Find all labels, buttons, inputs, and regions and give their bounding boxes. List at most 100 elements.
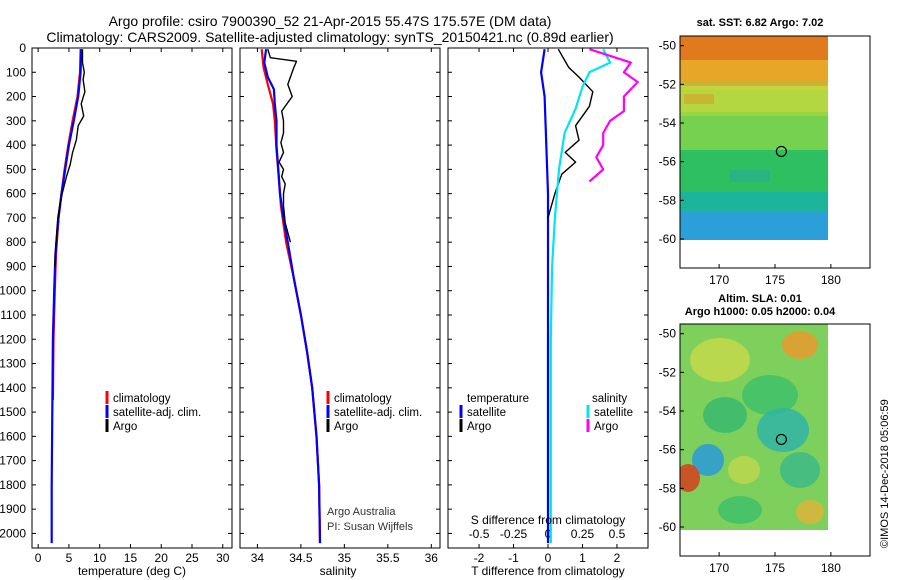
series-line-t-satellite bbox=[539, 49, 550, 544]
map-lat-label: -54 bbox=[659, 404, 677, 418]
sla-blob bbox=[703, 397, 747, 433]
map-lat-label: -56 bbox=[659, 443, 677, 457]
sla-blob bbox=[728, 456, 760, 484]
depth-tick-label: 900 bbox=[6, 259, 26, 273]
difference-legend: temperature satellite Argo salinity sate… bbox=[459, 393, 633, 433]
map-lon-label: 175 bbox=[765, 273, 785, 287]
series-line-argo bbox=[267, 48, 298, 243]
x-tick-label: 30 bbox=[216, 551, 230, 565]
salinity-difference-axis: -0.5 -0.25 0 0.25 0.5 bbox=[469, 527, 626, 541]
x-tick-label: 35.5 bbox=[376, 551, 400, 565]
depth-tick-label: 1600 bbox=[0, 429, 26, 443]
timestamp-label: ©IMOS 14-Dec-2018 05:06:59 bbox=[879, 399, 891, 548]
map-lon-label: 170 bbox=[709, 273, 729, 287]
credit-argo-australia: Argo Australia bbox=[327, 506, 396, 518]
sla-blob bbox=[718, 496, 762, 524]
depth-axis: 0 100 200 300 400 500 600 700 800 900 1000 1100 1200… bbox=[0, 41, 648, 540]
sla-blob bbox=[690, 338, 750, 382]
depth-tick-label: 1900 bbox=[0, 502, 26, 516]
sla-map-title-2: Argo h1000: 0.05 h2000: 0.04 bbox=[685, 306, 836, 318]
depth-tick-label: 800 bbox=[6, 235, 26, 249]
x-tick-label: 34.5 bbox=[289, 551, 313, 565]
x-tick-label: -1 bbox=[508, 551, 519, 565]
legend-label-s-argo: Argo bbox=[594, 421, 618, 433]
depth-tick-label: 1300 bbox=[0, 357, 26, 371]
x-tick-label: 10 bbox=[93, 551, 107, 565]
legend-label-t-satellite: satellite bbox=[467, 407, 506, 419]
map-lat-label: -52 bbox=[659, 365, 677, 379]
t-difference-xlabel: T difference from climatology bbox=[471, 564, 625, 578]
temperature-panel bbox=[31, 47, 233, 549]
x-tick-label: 36 bbox=[425, 551, 439, 565]
depth-tick-label: 2000 bbox=[0, 526, 26, 540]
sla-blob bbox=[680, 464, 700, 492]
map-lat-label: -50 bbox=[659, 39, 677, 53]
legend-header-temperature: temperature bbox=[467, 393, 529, 405]
legend-header-salinity: salinity bbox=[592, 393, 627, 405]
difference-axis: -2 -1 0 1 2 bbox=[474, 48, 621, 565]
map-lat-label: -58 bbox=[659, 193, 677, 207]
depth-tick-label: 200 bbox=[6, 90, 26, 104]
sla-map-title-1: Altim. SLA: 0.01 bbox=[718, 293, 802, 305]
series-line-climatology bbox=[260, 49, 322, 544]
depth-tick-label: 1800 bbox=[0, 478, 26, 492]
salinity-lines bbox=[260, 48, 322, 544]
x-tick-label: 1 bbox=[579, 551, 586, 565]
depth-tick-label: 500 bbox=[6, 162, 26, 176]
depth-tick-label: 1400 bbox=[0, 381, 26, 395]
map-lat-label: -56 bbox=[659, 155, 677, 169]
x-tick-label: 0 bbox=[35, 551, 42, 565]
map-lon-label: 180 bbox=[821, 273, 841, 287]
map-lon-label: 170 bbox=[709, 561, 729, 575]
x-tick-label: 0 bbox=[545, 551, 552, 565]
sla-blob bbox=[780, 452, 820, 488]
map-lat-label: -52 bbox=[659, 77, 677, 91]
s-difference-label: S difference from climatology bbox=[471, 513, 626, 527]
depth-tick-label: 1200 bbox=[0, 332, 26, 346]
sst-transition-band bbox=[680, 60, 828, 90]
sst-patch bbox=[684, 94, 714, 104]
salinity-xlabel: salinity bbox=[320, 564, 357, 578]
sla-blob bbox=[742, 375, 798, 415]
sla-map bbox=[679, 323, 871, 557]
series-line-satellite-adj-clim- bbox=[50, 49, 83, 544]
sla-blob bbox=[757, 408, 809, 452]
title-line-1: Argo profile: csiro 7900390_52 21-Apr-20… bbox=[109, 13, 552, 29]
map-lat-label: -54 bbox=[659, 116, 677, 130]
map-lat-label: -50 bbox=[659, 327, 677, 341]
sst-patch bbox=[730, 170, 770, 182]
map-lon-label: 175 bbox=[765, 561, 785, 575]
map-lat-label: -58 bbox=[659, 481, 677, 495]
series-line-t-argo bbox=[547, 48, 594, 219]
x-tick-label: 35 bbox=[338, 551, 352, 565]
legend-label-satellite: satellite-adj. clim. bbox=[113, 407, 201, 419]
depth-tick-label: 400 bbox=[6, 138, 26, 152]
legend-label-climatology: climatology bbox=[334, 393, 392, 405]
s-difference-tick-label: -0.5 bbox=[469, 527, 490, 541]
s-difference-tick-label: 0.25 bbox=[571, 527, 595, 541]
sst-lightgreen-band bbox=[680, 112, 828, 152]
legend-label-t-argo: Argo bbox=[467, 421, 491, 433]
depth-tick-label: 1700 bbox=[0, 454, 26, 468]
legend-label-argo: Argo bbox=[334, 421, 358, 433]
series-line-satellite-adj-clim- bbox=[263, 49, 322, 544]
depth-tick-label: 300 bbox=[6, 114, 26, 128]
credit-pi: PI: Susan Wijffels bbox=[327, 521, 413, 533]
x-tick-label: 2 bbox=[614, 551, 621, 565]
x-tick-label: 5 bbox=[66, 551, 73, 565]
x-tick-label: 20 bbox=[155, 551, 169, 565]
depth-tick-label: 1000 bbox=[0, 284, 26, 298]
salinity-axis: 34 34.5 35 35.5 36 bbox=[251, 48, 439, 565]
s-difference-tick-label: 0.5 bbox=[609, 527, 626, 541]
sla-argo-position-marker bbox=[775, 433, 787, 446]
series-line-s-argo bbox=[588, 48, 639, 183]
x-tick-label: -2 bbox=[474, 551, 485, 565]
map-axes: -50 -52 -54 -56 -58 -60 170 175 180 -50 -52 -54 -56 -… bbox=[659, 39, 842, 575]
salinity-legend: climatology satellite-adj. clim. Argo bbox=[326, 391, 422, 433]
sst-blue-band bbox=[680, 212, 828, 240]
sla-blob bbox=[796, 500, 824, 524]
map-lon-label: 180 bbox=[821, 561, 841, 575]
map-lat-label: -60 bbox=[659, 520, 677, 534]
sst-map-title: sat. SST: 6.82 Argo: 7.02 bbox=[697, 17, 824, 29]
